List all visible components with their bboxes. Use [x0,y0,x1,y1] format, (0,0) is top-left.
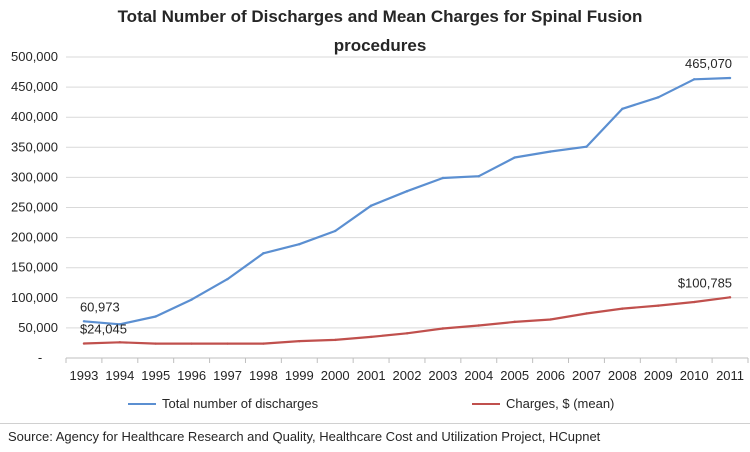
y-tick-label: 200,000 [11,230,58,245]
data-point-1 [585,312,588,315]
x-tick-label: 2000 [321,368,350,383]
data-point-0 [82,320,86,323]
data-point-1 [477,324,480,327]
data-point-1 [190,342,193,345]
x-tick-label: 1993 [69,368,98,383]
x-tick-label: 2003 [428,368,457,383]
x-tick-label: 1995 [141,368,170,383]
data-point-0 [728,76,732,80]
data-point-0 [549,150,552,153]
data-point-0 [190,298,193,301]
legend-label-discharges: Total number of discharges [162,396,319,411]
source-note: Source: Agency for Healthcare Research a… [8,429,601,444]
y-tick-label: 500,000 [11,49,58,64]
x-tick-label: 2007 [572,368,601,383]
data-point-0 [334,229,337,233]
data-label: 60,973 [80,299,120,314]
data-point-1 [405,332,409,335]
x-tick-label: 2004 [464,368,493,383]
data-point-1 [298,339,301,343]
data-point-1 [513,320,516,324]
data-point-0 [154,315,157,318]
y-tick-label: 100,000 [11,290,58,305]
data-point-1 [334,338,337,342]
x-tick-label: 1996 [177,368,206,383]
data-point-1 [441,327,445,330]
data-point-1 [692,300,696,304]
data-point-1 [262,342,265,345]
x-tick-label: 2009 [644,368,673,383]
y-tick-label: 250,000 [11,200,58,215]
data-point-0 [226,277,229,281]
data-label: 465,070 [685,56,732,71]
y-tick-label: - [38,350,42,365]
data-point-1 [226,342,229,345]
data-point-1 [549,318,552,321]
data-point-1 [369,335,373,339]
data-point-0 [262,252,265,255]
data-point-0 [405,190,409,193]
chart-title-line-2: procedures [333,36,427,55]
data-point-0 [692,78,696,81]
legend-item-discharges: Total number of discharges [128,396,318,411]
series-line-0 [83,76,731,326]
data-point-0 [369,204,373,207]
x-tick-label: 1994 [105,368,134,383]
data-point-1 [154,342,157,345]
chart-title-line-1: Total Number of Discharges and Mean Char… [117,7,643,26]
x-tick-label: 2002 [393,368,422,383]
y-tick-label: 50,000 [18,320,58,335]
x-tick-label: 2005 [500,368,529,383]
source-divider [0,423,750,424]
y-tick-label: 450,000 [11,79,58,94]
y-tick-label: 400,000 [11,109,58,124]
data-point-1 [657,304,660,307]
data-label: $24,045 [80,322,127,337]
y-tick-label: 150,000 [11,260,58,275]
x-tick-label: 1998 [249,368,278,383]
x-tick-label: 2010 [680,368,709,383]
data-point-0 [298,243,301,246]
data-point-0 [621,107,624,110]
data-point-0 [441,176,445,180]
legend-swatch-discharges [128,402,156,405]
data-point-0 [118,323,122,326]
data-point-0 [513,156,516,159]
legend-label-charges: Charges, $ (mean) [506,396,615,411]
x-tick-label: 2008 [608,368,637,383]
data-point-0 [477,174,480,178]
data-point-1 [118,341,122,344]
data-point-1 [728,296,732,299]
x-tick-label: 2006 [536,368,565,383]
legend-swatch-charges [472,402,500,405]
x-tick-label: 2011 [716,368,744,383]
data-label: $100,785 [678,275,732,290]
data-point-1 [82,342,86,345]
data-point-0 [585,145,588,148]
data-point-1 [621,307,624,310]
y-tick-label: 300,000 [11,169,58,184]
x-tick-label: 1999 [285,368,314,383]
legend-item-charges: Charges, $ (mean) [472,396,614,411]
data-point-0 [657,96,660,99]
x-tick-label: 2001 [357,368,386,383]
y-tick-label: 350,000 [11,139,58,154]
x-tick-label: 1997 [213,368,242,383]
